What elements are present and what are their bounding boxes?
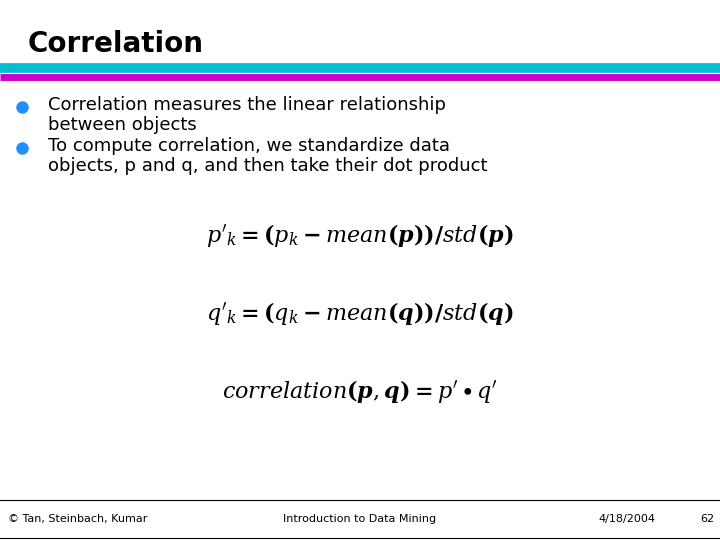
Text: objects, p and q, and then take their dot product: objects, p and q, and then take their do…	[48, 157, 487, 175]
Text: between objects: between objects	[48, 116, 197, 134]
Text: © Tan, Steinbach, Kumar: © Tan, Steinbach, Kumar	[8, 514, 148, 524]
Text: $\boldsymbol{\mathit{correlation}(p,q) = p' \bullet q'}$: $\boldsymbol{\mathit{correlation}(p,q) =…	[222, 378, 498, 405]
Text: $\boldsymbol{p'_k = (p_k - \mathit{mean}(p)) / \mathit{std}(p)}$: $\boldsymbol{p'_k = (p_k - \mathit{mean}…	[206, 222, 514, 249]
Text: Correlation: Correlation	[28, 30, 204, 58]
Text: $\boldsymbol{q'_k = (q_k - \mathit{mean}(q)) / \mathit{std}(q)}$: $\boldsymbol{q'_k = (q_k - \mathit{mean}…	[206, 300, 514, 327]
Text: 4/18/2004: 4/18/2004	[598, 514, 655, 524]
Text: To compute correlation, we standardize data: To compute correlation, we standardize d…	[48, 137, 450, 155]
Text: Correlation measures the linear relationship: Correlation measures the linear relation…	[48, 96, 446, 114]
Text: 62: 62	[700, 514, 714, 524]
Text: Introduction to Data Mining: Introduction to Data Mining	[284, 514, 436, 524]
